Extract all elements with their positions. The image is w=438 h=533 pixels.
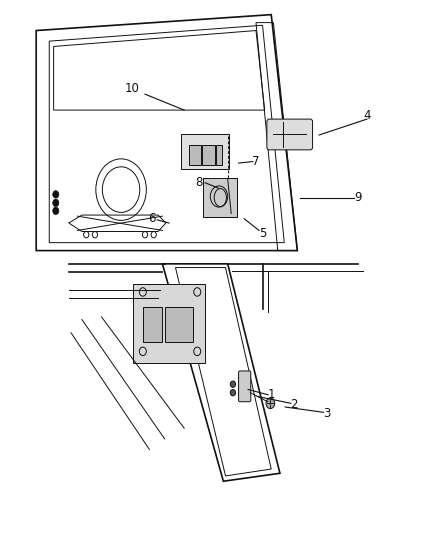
- Text: 3: 3: [323, 407, 331, 421]
- Bar: [188, 144, 201, 165]
- Text: 6: 6: [148, 212, 155, 225]
- FancyBboxPatch shape: [239, 371, 251, 402]
- Bar: [143, 308, 162, 342]
- Circle shape: [53, 207, 59, 215]
- Text: 7: 7: [252, 155, 260, 168]
- Circle shape: [53, 199, 59, 207]
- Circle shape: [266, 398, 275, 409]
- Text: 1: 1: [268, 389, 275, 401]
- Text: 8: 8: [196, 176, 203, 189]
- Text: 9: 9: [354, 191, 362, 204]
- Circle shape: [230, 390, 236, 396]
- Text: 5: 5: [259, 227, 266, 240]
- Circle shape: [230, 381, 236, 387]
- FancyBboxPatch shape: [181, 134, 229, 169]
- FancyBboxPatch shape: [133, 284, 205, 363]
- Circle shape: [53, 191, 59, 198]
- Bar: [202, 144, 215, 165]
- Text: 2: 2: [290, 398, 297, 411]
- Text: 4: 4: [363, 109, 371, 122]
- Bar: [216, 144, 223, 165]
- Bar: [165, 308, 193, 342]
- FancyBboxPatch shape: [203, 178, 237, 217]
- FancyBboxPatch shape: [267, 119, 313, 150]
- Text: 10: 10: [124, 83, 139, 95]
